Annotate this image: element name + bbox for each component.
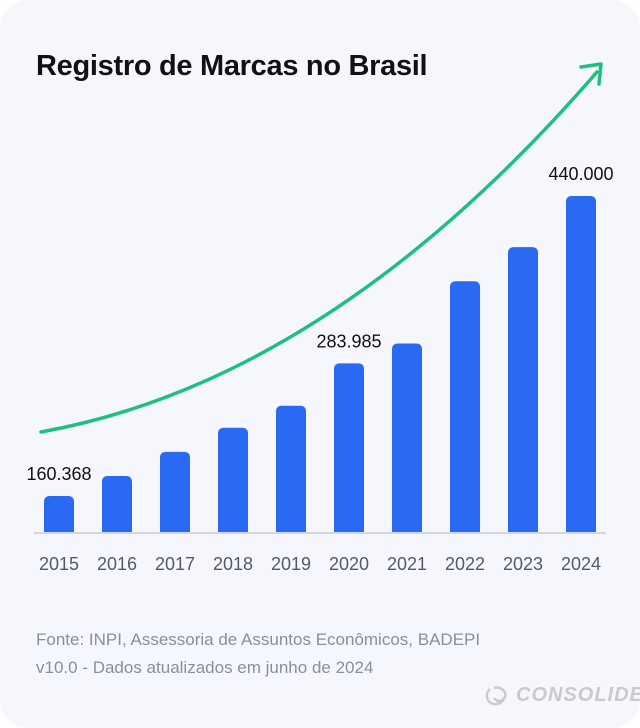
bar-2016 <box>102 476 132 532</box>
bar-2015 <box>44 495 74 532</box>
bar-2023 <box>508 247 538 532</box>
bar-2018 <box>218 427 248 532</box>
bar-2020 <box>334 363 364 532</box>
x-tick-label: 2020 <box>329 554 369 574</box>
chart-title: Registro de Marcas no Brasil <box>36 50 428 82</box>
x-tick-label: 2022 <box>445 554 485 574</box>
consolide-logo: CONSOLIDE <box>484 684 640 707</box>
data-label: 160.368 <box>26 464 91 484</box>
logo-icon <box>485 685 507 705</box>
x-tick-label: 2024 <box>561 554 601 574</box>
x-tick-label: 2019 <box>271 554 311 574</box>
x-tick-label: 2021 <box>387 554 427 574</box>
bar-2024 <box>566 196 596 532</box>
data-label: 283.985 <box>316 331 381 351</box>
x-tick-label: 2016 <box>97 554 137 574</box>
x-tick-label: 2023 <box>503 554 543 574</box>
bar-2017 <box>160 451 190 532</box>
trend-arrow-line <box>39 70 599 434</box>
bar-2021 <box>392 343 422 532</box>
logo-text: CONSOLIDE <box>516 684 640 706</box>
data-label: 440.000 <box>548 164 613 184</box>
x-tick-label: 2017 <box>155 554 195 574</box>
source-line-1: Fonte: INPI, Assessoria de Assuntos Econ… <box>36 630 481 649</box>
x-tick-label: 2018 <box>213 554 253 574</box>
source-line-2: v10.0 - Dados atualizados em junho de 20… <box>36 658 374 677</box>
x-tick-label: 2015 <box>39 554 79 574</box>
bar-2022 <box>450 281 480 532</box>
arrowhead-icon <box>579 62 603 86</box>
source-note: Fonte: INPI, Assessoria de Assuntos Econ… <box>36 626 480 682</box>
bar-2019 <box>276 405 306 532</box>
